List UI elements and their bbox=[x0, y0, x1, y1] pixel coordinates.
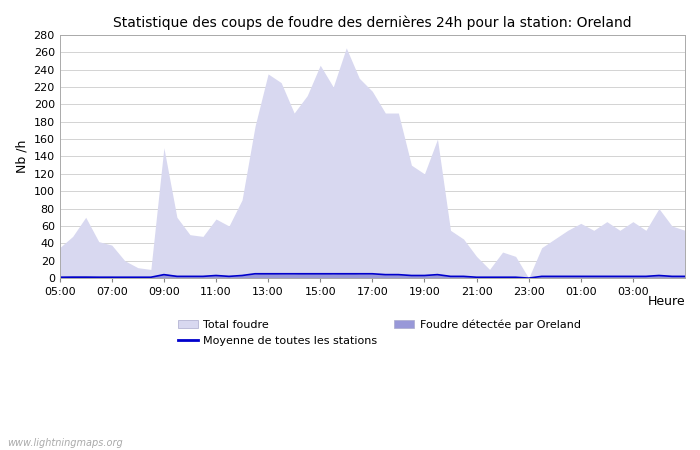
Title: Statistique des coups de foudre des dernières 24h pour la station: Oreland: Statistique des coups de foudre des dern… bbox=[113, 15, 631, 30]
Legend: Total foudre, Moyenne de toutes les stations, Foudre détectée par Oreland: Total foudre, Moyenne de toutes les stat… bbox=[178, 320, 581, 346]
Text: Heure: Heure bbox=[648, 295, 685, 308]
Text: www.lightningmaps.org: www.lightningmaps.org bbox=[7, 438, 122, 448]
Y-axis label: Nb /h: Nb /h bbox=[15, 140, 28, 173]
